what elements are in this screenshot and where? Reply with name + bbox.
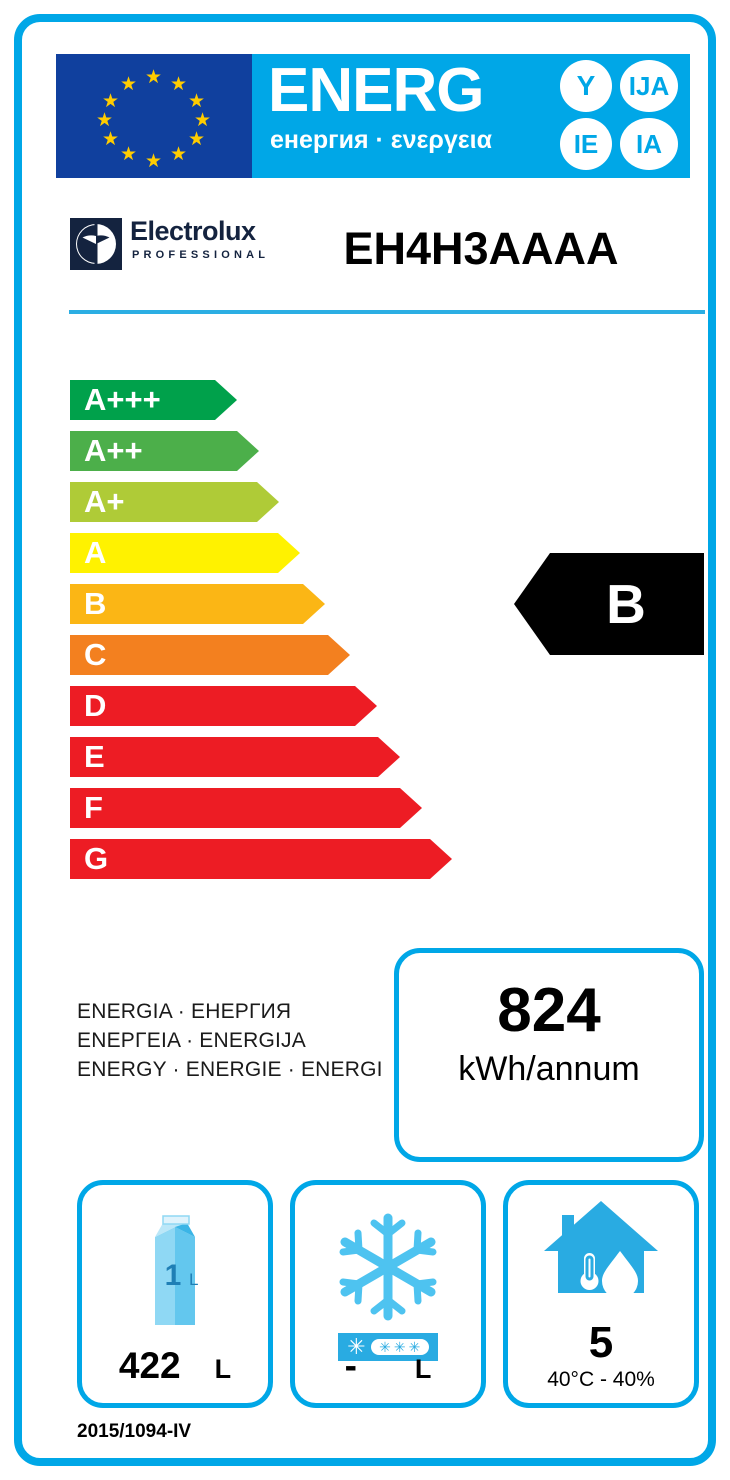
energy-class-bar: A+++ xyxy=(70,380,237,420)
energy-class-bar: C xyxy=(70,635,350,675)
language-circle-ija: IJA xyxy=(620,60,678,112)
eu-star: ★ xyxy=(101,129,120,150)
energy-class-label: D xyxy=(84,688,107,723)
house-thermometer-droplet-icon xyxy=(508,1193,694,1305)
electrolux-mark-icon xyxy=(70,218,122,270)
energ-subtitle: енергия · ενεργεια xyxy=(270,126,492,154)
energy-class-bar: A+ xyxy=(70,482,279,522)
eu-star: ★ xyxy=(169,144,188,165)
energy-class-bar: A++ xyxy=(70,431,259,471)
fridge-volume-unit: L xyxy=(214,1354,232,1384)
electrolux-wordmark: Electrolux xyxy=(130,216,256,246)
climate-conditions: 40°C - 40% xyxy=(547,1368,655,1391)
energy-word-line: ΕΝΕΡΓΕΙΑ · ENERGIJA xyxy=(77,1029,306,1052)
energy-word-line: ENERGIA · ЕНЕРГИЯ xyxy=(77,1000,292,1023)
freezer-star-icon: ✳ xyxy=(379,1339,391,1355)
annual-energy-consumption-box: 824 kWh/annum xyxy=(394,948,704,1162)
energy-class-bar: E xyxy=(70,737,400,777)
energy-label-card: ★ ★ ★ ★ ★ ★ ★ ★ ★ ★ ★ ★ ENERG енергия · … xyxy=(14,14,716,1466)
annual-energy-value: 824 xyxy=(497,976,601,1045)
annual-energy-unit: kWh/annum xyxy=(458,1050,640,1088)
milk-carton-icon: 1 L xyxy=(82,1197,268,1337)
energy-class-bar: B xyxy=(70,584,325,624)
language-circle-ie: IE xyxy=(560,118,612,170)
eu-star: ★ xyxy=(187,91,206,112)
electrolux-professional-subline: PROFESSIONAL xyxy=(132,249,270,261)
energy-class-label: A++ xyxy=(84,433,143,468)
fridge-volume-footer: 422 L xyxy=(82,1346,268,1389)
climate-class-box: 5 40°C - 40% xyxy=(503,1180,699,1408)
energy-class-label: B xyxy=(84,586,107,621)
eu-star: ★ xyxy=(119,144,138,165)
language-circles: Y IJA IE IA xyxy=(558,60,682,172)
snowflake-icon xyxy=(295,1197,481,1337)
language-circle-y: Y xyxy=(560,60,612,112)
eu-star: ★ xyxy=(101,91,120,112)
energy-class-bar: F xyxy=(70,788,422,828)
svg-text:1: 1 xyxy=(165,1259,182,1292)
european-union-flag: ★ ★ ★ ★ ★ ★ ★ ★ ★ ★ ★ ★ xyxy=(56,54,252,178)
energy-class-label: A+++ xyxy=(84,382,161,417)
energy-class-label: E xyxy=(84,739,105,774)
fridge-volume-value: 422 xyxy=(118,1345,181,1386)
eu-star: ★ xyxy=(169,74,188,95)
language-circle-ia: IA xyxy=(620,118,678,170)
freezer-star-pill: ✳ ✳ ✳ xyxy=(370,1339,429,1355)
eu-star: ★ xyxy=(119,74,138,95)
energy-word-block: ENERGIA · ЕНЕРГИЯ ΕΝΕΡΓΕΙΑ · ENERGIJA EN… xyxy=(77,997,383,1084)
energy-class-label: C xyxy=(84,637,107,672)
energy-class-bar: A xyxy=(70,533,300,573)
freezer-star-icon: ✳ xyxy=(408,1339,421,1355)
selected-energy-class-label: B xyxy=(606,572,646,635)
freezer-volume-value: - xyxy=(344,1345,357,1386)
energ-title: ENERG xyxy=(268,56,484,125)
svg-text:L: L xyxy=(189,1270,198,1289)
freezer-star-icon: ✳ xyxy=(393,1339,406,1355)
energy-class-bar: D xyxy=(70,686,377,726)
label-header: ★ ★ ★ ★ ★ ★ ★ ★ ★ ★ ★ ★ ENERG енергия · … xyxy=(56,54,690,178)
climate-class-value: 5 xyxy=(588,1318,614,1367)
fridge-volume-box: 1 L 422 L xyxy=(77,1180,273,1408)
energy-word-line: ENERGY · ENERGIE · ENERGI xyxy=(77,1058,383,1081)
freezer-volume-footer: -L xyxy=(295,1346,481,1389)
energy-class-bar: G xyxy=(70,839,452,879)
energy-class-label: G xyxy=(84,841,109,876)
eu-star: ★ xyxy=(144,67,163,88)
selected-energy-class-arrow: B xyxy=(514,553,704,655)
brand-row: Electrolux PROFESSIONAL EH4H3AAAA xyxy=(56,210,690,288)
model-name: EH4H3AAAA xyxy=(343,223,619,274)
eu-star: ★ xyxy=(187,129,206,150)
eu-star: ★ xyxy=(144,151,163,172)
energy-class-label: F xyxy=(84,790,103,825)
header-divider xyxy=(69,310,705,314)
eu-star: ★ xyxy=(193,110,212,131)
energy-class-scale: A+++ A++ A+ A B C D E F G xyxy=(70,380,470,886)
freezer-volume-unit: L xyxy=(414,1354,432,1384)
energy-class-label: A+ xyxy=(84,484,125,519)
four-star-freezer-badge: ✳ ✳ ✳ ✳ xyxy=(338,1333,438,1361)
climate-class-footer: 5 40°C - 40% xyxy=(508,1321,694,1393)
electrolux-logo: Electrolux PROFESSIONAL xyxy=(70,216,265,276)
energy-class-label: A xyxy=(84,535,107,570)
eu-star: ★ xyxy=(95,110,114,131)
regulation-reference: 2015/1094-IV xyxy=(77,1421,192,1442)
energ-banner: ENERG енергия · ενεργεια Y IJA IE IA xyxy=(252,54,690,178)
freezer-star-icon: ✳ xyxy=(347,1334,366,1359)
freezer-volume-box: ✳ ✳ ✳ ✳ -L xyxy=(290,1180,486,1408)
